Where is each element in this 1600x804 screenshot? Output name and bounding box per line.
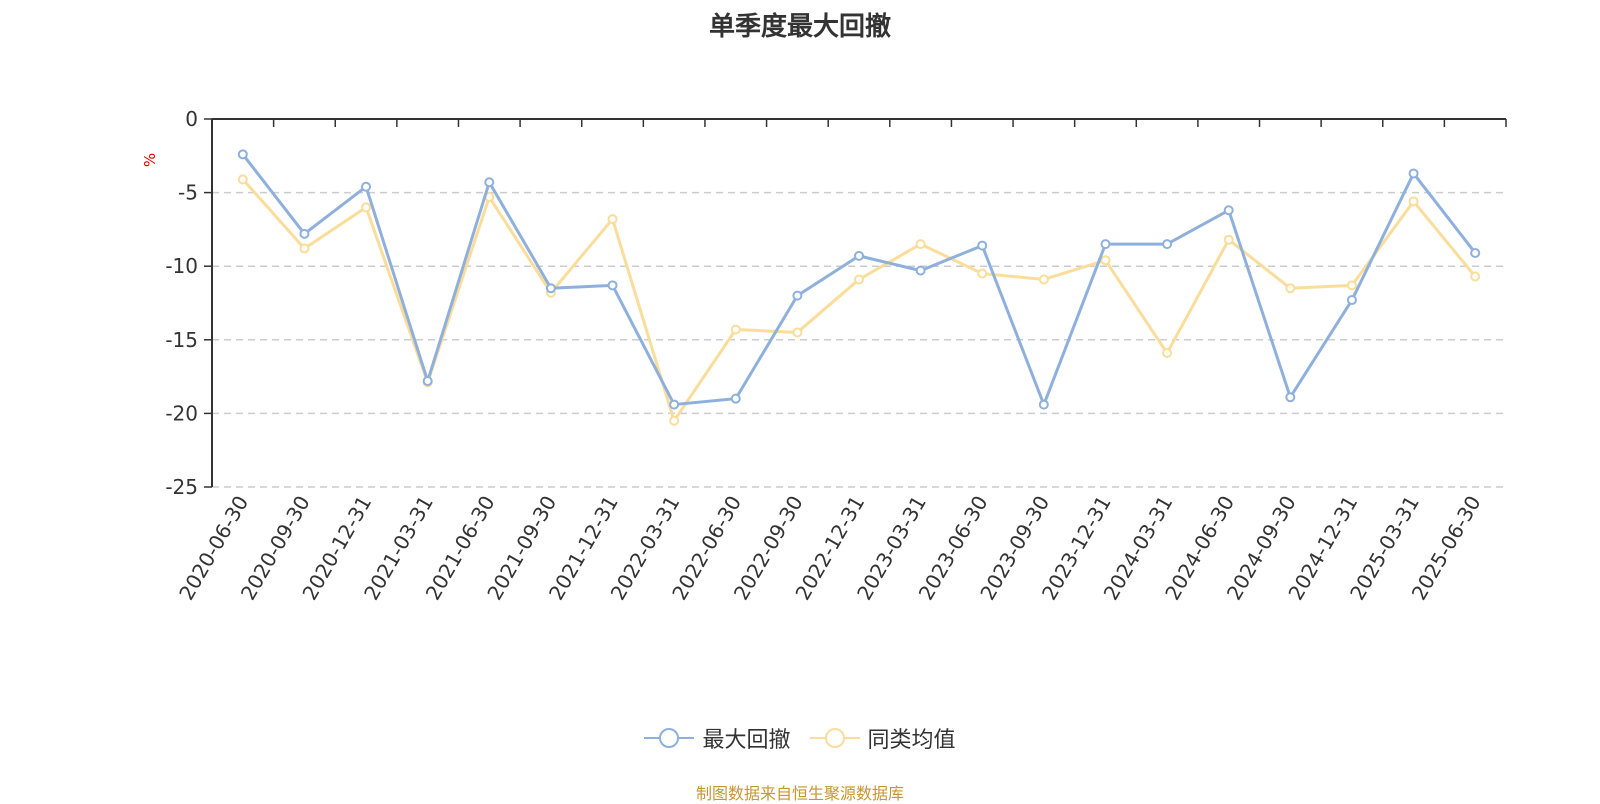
- legend-item-max-drawdown[interactable]: 最大回撤: [644, 722, 791, 754]
- legend-label-peer-average: 同类均值: [867, 728, 956, 753]
- legend-marker-max-drawdown: [644, 728, 695, 748]
- data-point-max-drawdown: [1223, 205, 1234, 216]
- data-point-max-drawdown: [237, 149, 248, 160]
- data-point-peer-average: [237, 174, 248, 185]
- data-point-peer-average: [730, 324, 741, 335]
- data-point-max-drawdown: [854, 250, 864, 261]
- data-point-peer-average: [299, 243, 310, 254]
- data-point-max-drawdown: [361, 181, 372, 192]
- data-point-max-drawdown: [730, 393, 741, 404]
- legend-label-max-drawdown: 最大回撤: [702, 728, 791, 753]
- y-tick-label: -25: [165, 475, 198, 499]
- data-point-peer-average: [1162, 348, 1173, 359]
- data-point-max-drawdown: [1346, 295, 1357, 306]
- data-point-peer-average: [1285, 283, 1296, 294]
- data-point-peer-average: [1223, 234, 1234, 245]
- data-point-max-drawdown: [977, 240, 988, 251]
- data-point-peer-average: [977, 268, 988, 279]
- data-point-max-drawdown: [484, 177, 495, 188]
- legend-marker-peer-average: [809, 728, 860, 748]
- data-point-max-drawdown: [792, 290, 803, 301]
- data-point-max-drawdown: [1470, 247, 1481, 258]
- y-tick-label: -20: [165, 401, 198, 425]
- data-point-peer-average: [854, 274, 864, 285]
- data-point-peer-average: [669, 415, 680, 426]
- y-axis-label: %: [141, 153, 159, 167]
- y-tick-label: -15: [165, 328, 198, 352]
- data-point-max-drawdown: [669, 399, 680, 410]
- data-point-max-drawdown: [422, 376, 433, 387]
- y-tick-label: 0: [185, 107, 198, 131]
- data-point-max-drawdown: [1162, 239, 1173, 250]
- data-point-peer-average: [607, 214, 618, 225]
- data-point-peer-average: [1346, 280, 1357, 291]
- data-point-peer-average: [1038, 274, 1049, 285]
- data-point-peer-average: [915, 239, 926, 250]
- data-point-peer-average: [1100, 255, 1111, 266]
- data-point-max-drawdown: [299, 228, 310, 239]
- line-chart: 0-5-10-15-20-252020-06-302020-09-302020-…: [141, 107, 1507, 604]
- y-tick-label: -10: [165, 254, 198, 278]
- data-point-max-drawdown: [545, 283, 556, 294]
- legend-item-peer-average[interactable]: 同类均值: [809, 722, 956, 754]
- data-point-peer-average: [1470, 271, 1481, 282]
- data-point-peer-average: [1408, 196, 1419, 207]
- y-tick-label: -5: [178, 181, 198, 205]
- data-point-peer-average: [792, 327, 803, 338]
- data-point-max-drawdown: [915, 265, 926, 276]
- data-point-max-drawdown: [1100, 239, 1111, 250]
- data-point-max-drawdown: [1038, 399, 1049, 410]
- source-note: 制图数据来自恒生聚源数据库: [695, 784, 904, 803]
- data-point-peer-average: [361, 202, 372, 213]
- chart-title: 单季度最大回撤: [708, 12, 891, 42]
- data-point-max-drawdown: [607, 280, 618, 291]
- data-point-max-drawdown: [1408, 168, 1419, 179]
- data-point-max-drawdown: [1285, 392, 1296, 403]
- legend: 最大回撤 同类均值: [0, 722, 1600, 756]
